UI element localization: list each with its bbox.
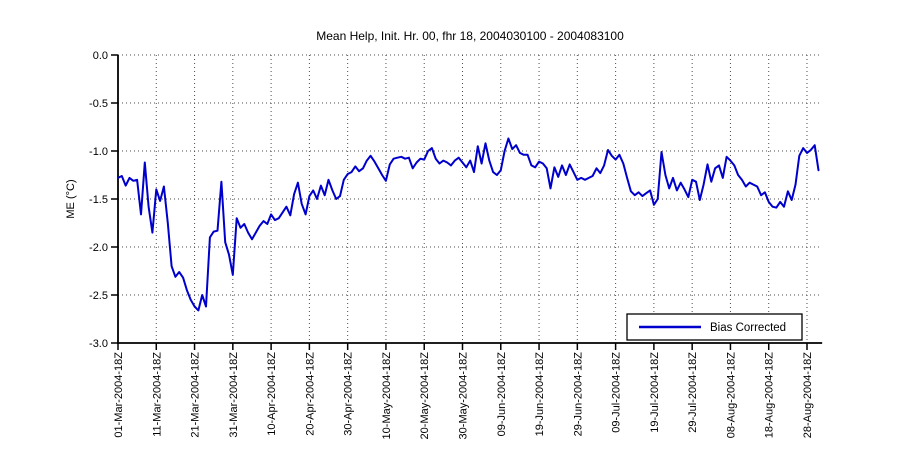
- x-tick-label: 31-Mar-2004-18Z: [228, 352, 240, 438]
- x-tick-label: 11-Mar-2004-18Z: [151, 352, 163, 437]
- x-tick-label: 21-Mar-2004-18Z: [190, 352, 202, 438]
- x-tick-label: 08-Aug-2004-18Z: [725, 352, 737, 439]
- x-tick-label: 09-Jun-2004-18Z: [496, 352, 508, 437]
- legend: Bias Corrected: [626, 313, 803, 341]
- x-tick-label: 28-Aug-2004-18Z: [802, 352, 814, 439]
- x-tick-label: 30-May-2004-18Z: [458, 352, 470, 440]
- x-tick-label: 19-Jul-2004-18Z: [649, 352, 661, 433]
- gridlines: [117, 54, 822, 343]
- x-tick-label: 10-May-2004-18Z: [381, 352, 393, 440]
- y-tick-label: -2.0: [89, 242, 108, 254]
- y-tick-label: -3.0: [89, 338, 108, 350]
- x-tick-label: 01-Mar-2004-18Z: [113, 352, 125, 438]
- y-axis-label: ME (°C): [65, 179, 77, 218]
- x-tick-label: 20-May-2004-18Z: [419, 352, 431, 440]
- y-tick-label: -1.5: [89, 194, 108, 206]
- x-tick-label: 30-Apr-2004-18Z: [343, 352, 355, 436]
- x-tick-label: 18-Aug-2004-18Z: [764, 352, 776, 439]
- chart-title: Mean Help, Init. Hr. 00, fhr 18, 2004030…: [316, 29, 624, 43]
- x-tick-label: 09-Jul-2004-18Z: [611, 352, 623, 433]
- x-tick-label: 29-Jun-2004-18Z: [572, 352, 584, 437]
- x-tick-label: 19-Jun-2004-18Z: [534, 352, 546, 437]
- y-tick-label: 0.0: [93, 50, 108, 62]
- data-series-line: [117, 137, 820, 312]
- y-tick-labels: 0.0 -0.5 -1.0 -1.5 -2.0 -2.5 -3.0: [89, 50, 108, 350]
- x-tick-labels: 01-Mar-2004-18Z 11-Mar-2004-18Z 21-Mar-200…: [113, 352, 814, 440]
- x-tick-label: 20-Apr-2004-18Z: [304, 352, 316, 436]
- legend-label: Bias Corrected: [710, 322, 786, 334]
- y-tick-label: -2.5: [89, 290, 108, 302]
- x-tick-label: 10-Apr-2004-18Z: [266, 352, 278, 436]
- y-tick-label: -1.0: [89, 146, 108, 158]
- axes: [111, 54, 823, 350]
- y-tick-label: -0.5: [89, 98, 108, 110]
- x-tick-label: 29-Jul-2004-18Z: [687, 352, 699, 433]
